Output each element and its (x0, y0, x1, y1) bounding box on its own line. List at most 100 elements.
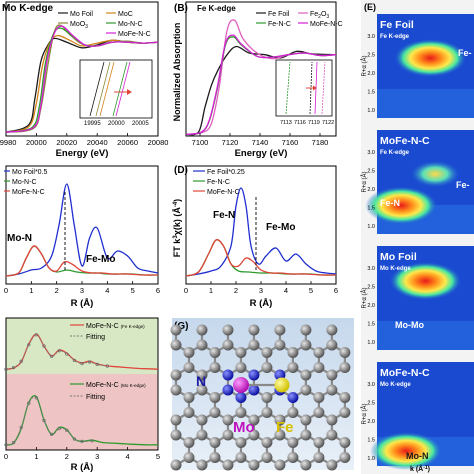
series-line-mofe-n-c (5, 25, 159, 133)
panel-f-plot (4, 333, 159, 447)
carbon-atom (287, 362, 299, 373)
panel-a-xlabel: Energy (eV) (56, 148, 109, 159)
map-ytick: 3.0 (367, 382, 375, 388)
legend-mo-foil-05: Mo Foil*0.5 (12, 169, 48, 176)
fit-point (87, 360, 92, 364)
fit-point (27, 343, 31, 347)
series-line-mo-foil-0-5 (5, 183, 159, 277)
carbon-atom (300, 339, 312, 351)
x-tick-label: 7120 (222, 138, 239, 147)
map-ylabel: R+α (Å) (361, 288, 368, 309)
x-tick-label: 6 (156, 286, 160, 295)
panel-e: (E) Fe Foil Fe K-edge Fe- 3.0 2.5 2.0 1.5 1.0 R+… (361, 0, 474, 474)
carbon-atom (248, 324, 260, 336)
panel-d-xlabel: R (Å) (250, 298, 273, 309)
carbon-atom (300, 429, 312, 441)
carbon-atom (313, 362, 325, 373)
fit-point (4, 367, 8, 371)
carbon-atom (170, 429, 182, 441)
fit-point (12, 440, 16, 445)
label-mo: Mo (233, 419, 255, 436)
carbon-atom (339, 347, 351, 358)
legend-mo-foil: Mo Foil (70, 11, 93, 18)
x-tick-label: 0 (4, 452, 8, 461)
legend-f-top-data: MoFe-N-C (Fe K-edge) (86, 323, 145, 330)
fit-point (80, 362, 84, 366)
carbon-atom (313, 452, 325, 463)
carbon-atom (248, 339, 260, 351)
panel-d-xticks: 0 1 2 3 4 5 6 (184, 281, 338, 295)
legend-moc: MoC (118, 11, 133, 18)
map-ytick: 1.5 (367, 206, 375, 212)
x-tick-label: 5 (131, 286, 135, 295)
panel-c-plot (5, 183, 159, 277)
panel-a-plot (5, 24, 159, 133)
fit-point (12, 366, 16, 370)
fit-point (57, 349, 61, 353)
carbon-atom (235, 437, 247, 448)
map-ylabel: R+α (Å) (361, 172, 368, 193)
series-line-mofe-n-c (185, 239, 337, 277)
fit-point (34, 396, 39, 400)
x-tick-label: 7100 (192, 138, 209, 147)
graphene-lattice (170, 324, 351, 471)
inset-line-black (89, 61, 105, 117)
panel-b-letter: (B) (174, 3, 188, 14)
carbon-atom (209, 362, 221, 373)
series-line-mofe-n-c (185, 34, 337, 136)
panel-c-legend: Mo Foil*0.5 Mo-N-C MoFe-N-C (4, 169, 48, 196)
panel-f-bottom-bg (6, 374, 158, 450)
panel-c-xlabel: R (Å) (71, 298, 94, 309)
carbon-atom (287, 347, 299, 358)
carbon-atom (287, 437, 299, 448)
panel-b-title: Fe K-edge (197, 4, 236, 13)
legend-mofe-n-c-c: MoFe-N-C (12, 189, 45, 196)
carbon-atom (300, 324, 312, 336)
nitrogen-atom (222, 369, 234, 381)
map-ytick: 1.0 (367, 340, 375, 346)
carbon-atom (274, 414, 286, 426)
panel-b-legend: Fe Foil Fe2O3 Fe-N-C MoFe-N-C (256, 11, 343, 28)
inset-frame (79, 59, 153, 119)
map-edge: Fe K-edge (380, 34, 410, 40)
map-peak (365, 186, 438, 225)
panel-d-ylabel: FT k3χ(k) (Å-4) (172, 199, 182, 257)
carbon-atom (183, 392, 195, 403)
x-tick-label: 3 (259, 286, 263, 295)
carbon-atom (222, 339, 234, 351)
annot-mo-n: Mo-N (7, 233, 32, 244)
panel-b-inset: 7113 7116 7119 7122 (275, 59, 334, 126)
fit-point (72, 437, 76, 441)
map-peak (389, 262, 462, 300)
carbon-atom (326, 369, 338, 381)
panel-c-xticks: 0 1 2 3 4 5 6 (4, 281, 160, 295)
carbon-atom (326, 459, 338, 471)
panel-a-title: Mo K-edge (2, 3, 54, 14)
carbon-atom (313, 347, 325, 358)
x-tick-label: 7140 (252, 138, 269, 147)
inset-line-orange (99, 61, 115, 117)
map-ytick: 3.0 (367, 34, 375, 40)
carbon-atom (209, 347, 221, 358)
panel-f-bottom-legend: MoFe-N-C (Mo K-edge) Fitting (70, 382, 146, 401)
carbon-atom (261, 437, 273, 448)
legend-f-bot-fit: Fitting (86, 394, 105, 401)
carbon-atom (222, 459, 234, 471)
nitrogen-atom (287, 392, 299, 403)
map-ytick: 2.0 (367, 187, 375, 193)
map-ytick: 1.5 (367, 322, 375, 328)
x-tick-label: 3 (80, 286, 84, 295)
map-ytick: 1.0 (367, 456, 375, 462)
legend-mo-n-c-c: Mo-N-C (12, 179, 37, 186)
annot-fe-mo-c: Fe-Mo (86, 254, 115, 265)
panel-d: (D) FT k3χ(k) (Å-4) Fe Foil*0.25 Fe-N-C … (172, 165, 338, 309)
fit-point (27, 401, 31, 405)
x-tick-label: 20000 (26, 138, 47, 147)
carbon-atom (183, 407, 195, 418)
carbon-atom (222, 414, 234, 426)
panel-d-legend: Fe Foil*0.25 Fe-N-C MoFe-N-C (193, 169, 245, 196)
inset-arrow-head (127, 89, 132, 95)
inset-tick-0: 19995 (84, 121, 101, 127)
carbon-atom (248, 459, 260, 471)
panel-a: Mo K-edge Mo Foil MoC MoO3 Mo-N-C MoFe-N… (0, 1, 168, 159)
